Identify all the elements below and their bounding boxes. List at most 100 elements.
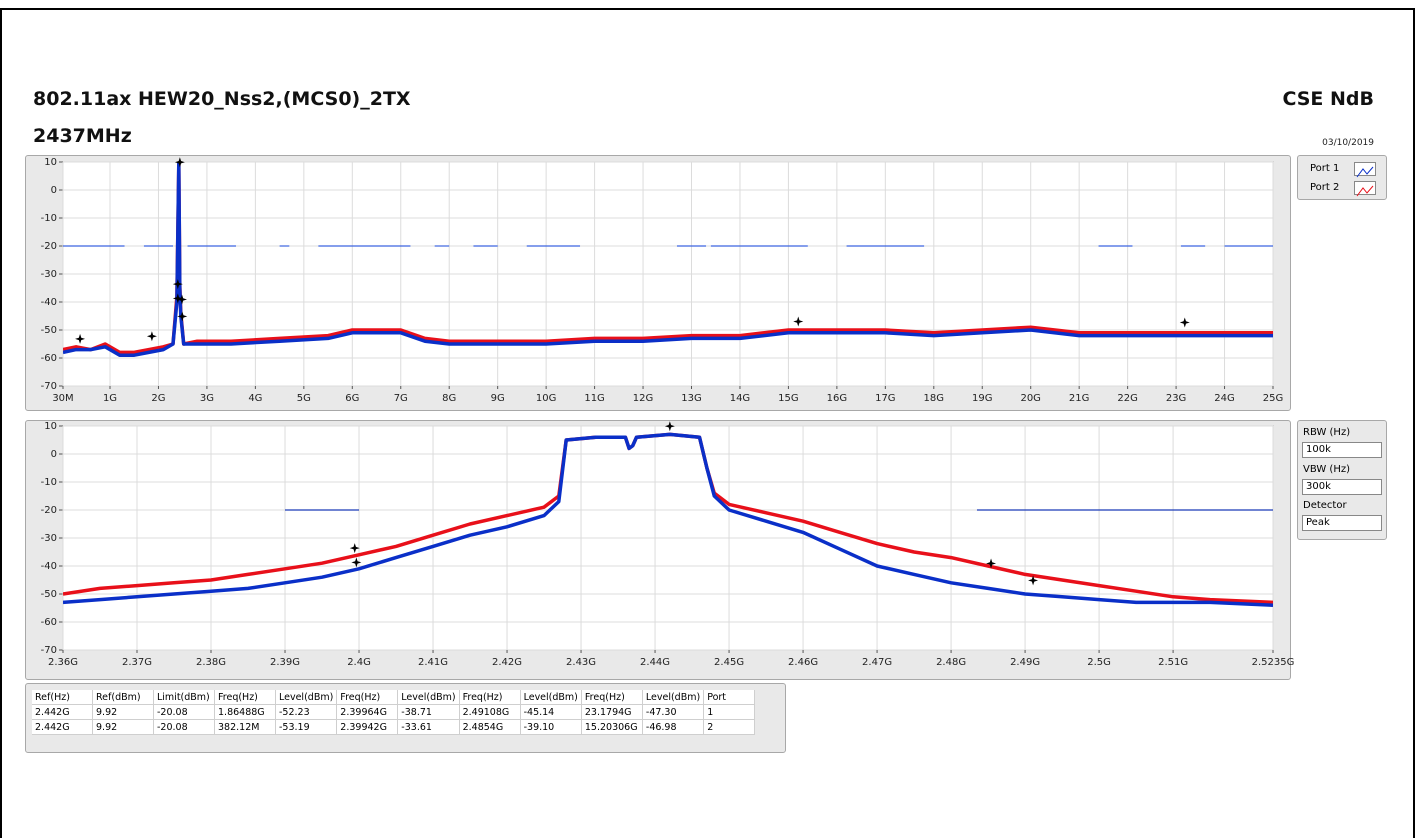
trace xyxy=(63,432,1273,607)
x-tick-label: 2.47G xyxy=(862,657,892,668)
marker xyxy=(793,316,804,327)
x-tick-label: 11G xyxy=(584,393,604,404)
marker xyxy=(75,333,86,344)
x-tick-label: 2.38G xyxy=(196,657,226,668)
x-tick-label: 2.45G xyxy=(714,657,744,668)
marker xyxy=(177,311,188,322)
y-tick-label: -10 xyxy=(41,213,57,224)
marker xyxy=(1028,575,1039,586)
marker xyxy=(986,558,997,569)
page-frame xyxy=(0,8,1415,838)
marker xyxy=(174,157,185,168)
table-cell: 2.39942G xyxy=(336,719,399,735)
y-tick-label: -50 xyxy=(41,589,57,600)
marker xyxy=(351,557,362,568)
table-row: Ref(Hz) Ref(dBm) Limit(dBm) Freq(Hz) Level(d… xyxy=(32,690,756,705)
table-cell: -53.19 xyxy=(275,719,338,735)
table-cell: -47.30 xyxy=(642,704,705,720)
detector-label: Detector xyxy=(1303,500,1347,511)
x-tick-label: 14G xyxy=(730,393,750,404)
y-tick-label: -70 xyxy=(41,645,57,656)
table-cell: 2 xyxy=(703,719,756,735)
marker xyxy=(349,543,360,554)
report-subtitle: 2437MHz xyxy=(33,125,132,147)
y-tick-label: -10 xyxy=(41,477,57,488)
legend-label: Port 1 xyxy=(1310,163,1340,174)
table-cell: 1.86488G xyxy=(214,704,276,720)
table-cell: 9.92 xyxy=(92,719,154,735)
table-cell: Ref(dBm) xyxy=(92,690,154,705)
y-tick-label: -70 xyxy=(41,381,57,392)
vbw-field[interactable]: 300k xyxy=(1302,479,1382,495)
table-cell: Level(dBm) xyxy=(520,690,582,705)
x-tick-label: 23G xyxy=(1166,393,1186,404)
table-cell: 2.49108G xyxy=(459,704,521,720)
x-tick-label: 2.39G xyxy=(270,657,300,668)
trace xyxy=(63,163,1273,355)
detector-field[interactable]: Peak xyxy=(1302,515,1382,531)
legend-icon xyxy=(1354,162,1376,178)
marker xyxy=(172,279,183,290)
table-cell: 382.12M xyxy=(214,719,276,735)
x-tick-label: 9G xyxy=(491,393,505,404)
report-right-title: CSE NdB xyxy=(1282,88,1374,110)
x-tick-label: 17G xyxy=(875,393,895,404)
marker xyxy=(146,331,157,342)
table-row: 2.442G 9.92 -20.08 382.12M -53.19 2.39942G -33… xyxy=(32,719,756,735)
table-cell: -20.08 xyxy=(153,719,215,735)
report-date: 03/10/2019 xyxy=(1322,138,1374,148)
table-cell: 23.1794G xyxy=(581,704,643,720)
y-tick-label: -20 xyxy=(41,505,57,516)
rbw-field[interactable]: 100k xyxy=(1302,442,1382,458)
x-tick-label: 4G xyxy=(248,393,262,404)
x-tick-label: 10G xyxy=(536,393,556,404)
table-cell: -39.10 xyxy=(520,719,582,735)
y-tick-label: -30 xyxy=(41,533,57,544)
x-tick-label: 12G xyxy=(633,393,653,404)
x-tick-label: 2.37G xyxy=(122,657,152,668)
vbw-label: VBW (Hz) xyxy=(1303,464,1350,475)
x-tick-label: 18G xyxy=(924,393,944,404)
x-tick-label: 2.49G xyxy=(1010,657,1040,668)
x-tick-label: 2.51G xyxy=(1158,657,1188,668)
x-tick-label: 30M xyxy=(52,393,73,404)
table-cell: Freq(Hz) xyxy=(581,690,643,705)
trace xyxy=(63,162,1273,357)
report-title: 802.11ax HEW20_Nss2,(MCS0)_2TX xyxy=(33,88,411,110)
x-tick-label: 2.48G xyxy=(936,657,966,668)
results-table: Ref(Hz) Ref(dBm) Limit(dBm) Freq(Hz) Level(d… xyxy=(32,690,756,735)
table-cell: Level(dBm) xyxy=(642,690,705,705)
y-tick-label: 10 xyxy=(44,421,57,432)
x-tick-label: 2G xyxy=(151,393,165,404)
x-tick-label: 25G xyxy=(1263,393,1283,404)
table-cell: 2.442G xyxy=(32,704,93,720)
table-cell: Ref(Hz) xyxy=(32,690,93,705)
x-tick-label: 2.5G xyxy=(1087,657,1111,668)
y-tick-label: -50 xyxy=(41,325,57,336)
settings-panel: RBW (Hz) 100k VBW (Hz) 300k Detector Pea… xyxy=(1297,420,1387,540)
x-tick-label: 8G xyxy=(442,393,456,404)
table-cell: 2.39964G xyxy=(336,704,399,720)
y-tick-label: 0 xyxy=(51,185,57,196)
table-cell: -45.14 xyxy=(520,704,582,720)
legend-label: Port 2 xyxy=(1310,182,1340,193)
table-row: 2.442G 9.92 -20.08 1.86488G -52.23 2.39964G -3… xyxy=(32,704,756,720)
table-cell: Limit(dBm) xyxy=(153,690,215,705)
x-tick-label: 2.43G xyxy=(566,657,596,668)
rbw-label: RBW (Hz) xyxy=(1303,427,1351,438)
x-tick-label: 19G xyxy=(972,393,992,404)
y-tick-label: -40 xyxy=(41,297,57,308)
y-tick-label: -30 xyxy=(41,269,57,280)
x-tick-label: 16G xyxy=(827,393,847,404)
marker xyxy=(176,294,187,305)
x-tick-label: 2.44G xyxy=(640,657,670,668)
x-tick-label: 2.5235G xyxy=(1252,657,1295,668)
legend-icon xyxy=(1354,181,1376,197)
x-tick-label: 2.36G xyxy=(48,657,78,668)
x-tick-label: 3G xyxy=(200,393,214,404)
y-tick-label: -60 xyxy=(41,617,57,628)
y-tick-label: -40 xyxy=(41,561,57,572)
table-cell: -46.98 xyxy=(642,719,705,735)
x-tick-label: 5G xyxy=(297,393,311,404)
